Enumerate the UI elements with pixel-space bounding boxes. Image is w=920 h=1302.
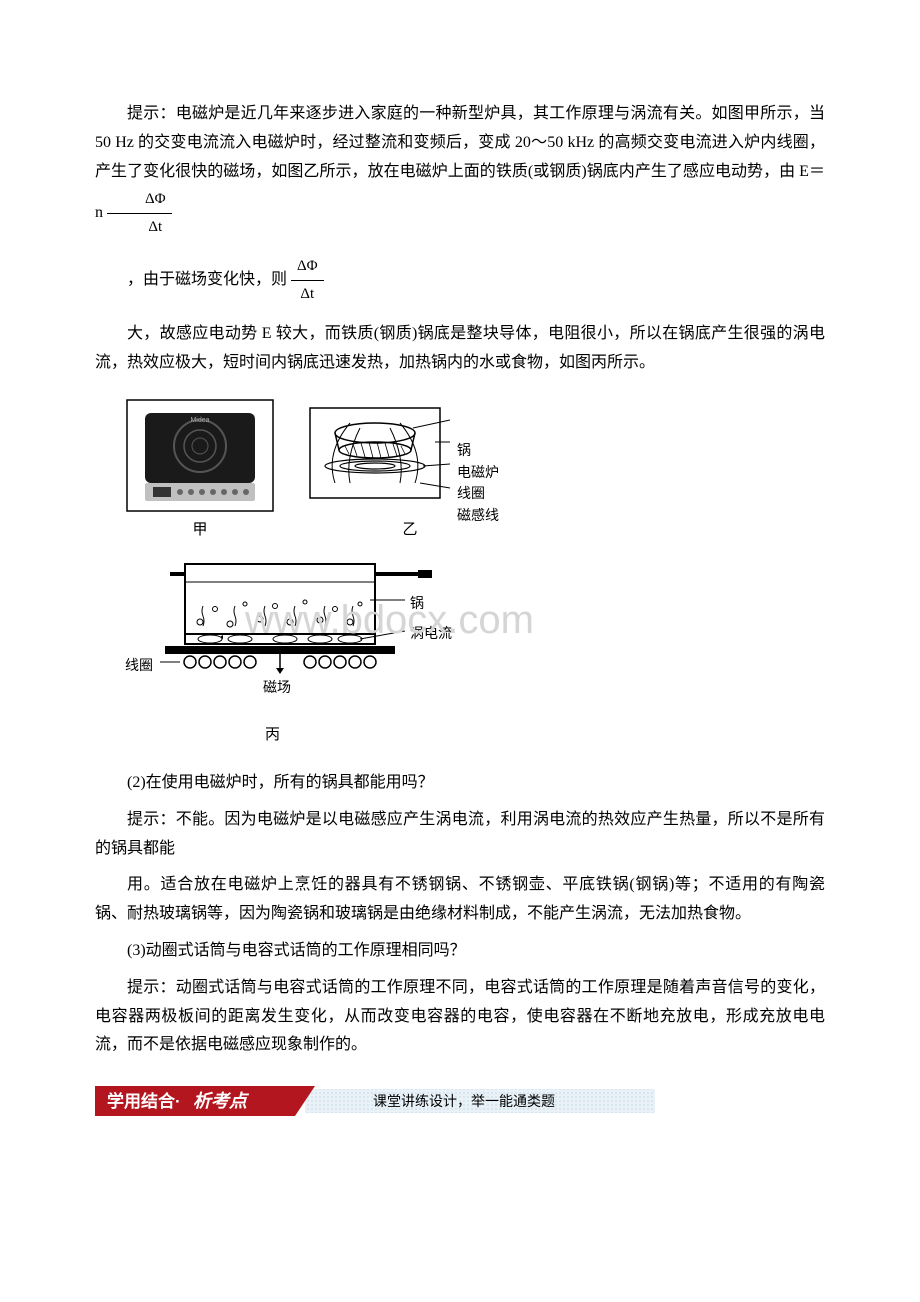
- svg-text:Midea: Midea: [190, 417, 209, 424]
- answer-2b: 用。适合放在电磁炉上烹饪的器具有不锈钢锅、不锈钢壶、平底铁锅(钢锅)等；不适用的…: [95, 871, 825, 929]
- paragraph-2: 大，故感应电动势 E 较大，而铁质(钢质)锅底是整块导体，电阻很小，所以在锅底产…: [95, 320, 825, 378]
- para1-text-b: ，由于磁场变化快，则: [127, 272, 287, 289]
- answer-3: 提示：动圈式话筒与电容式话筒的工作原理不同，电容式话筒的工作原理是随着声音信号的…: [95, 974, 825, 1060]
- figure-bing: 锅 涡电流 线圈 磁场 丙: [125, 554, 825, 749]
- figure-row-1: Midea 甲: [125, 398, 825, 544]
- figure-yi-svg: [295, 398, 525, 513]
- figure-yi: 乙 锅 电磁炉 线圈 磁感线: [295, 398, 525, 544]
- label-xianquan-bing: 线圈: [125, 654, 153, 679]
- a2b-text: 用。适合放在电磁炉上烹饪的器具有不锈钢锅、不锈钢壶、平底铁锅(钢锅)等；不适用的…: [95, 876, 825, 922]
- section-banner: 学用结合· 析考点 课堂讲练设计，举一能通类题: [95, 1084, 825, 1118]
- banner-left-text: 学用结合·: [107, 1091, 181, 1111]
- figure-bing-caption: 丙: [265, 722, 280, 749]
- question-3: (3)动圈式话筒与电容式话筒的工作原理相同吗？: [95, 937, 825, 966]
- figure-jia-caption: 甲: [192, 517, 207, 544]
- paragraph-1: 提示：电磁炉是近几年来逐步进入家庭的一种新型炉具，其工作原理与涡流有关。如图甲所…: [95, 100, 825, 241]
- formula-continuation: ，由于磁场变化快，则 ΔΦ Δt: [127, 253, 825, 308]
- figure-yi-caption: 乙: [402, 517, 417, 544]
- formula2-denominator: Δt: [291, 281, 324, 308]
- q2-text: (2)在使用电磁炉时，所有的锅具都能用吗？: [127, 774, 434, 791]
- q3-text: (3)动圈式话筒与电容式话筒的工作原理相同吗？: [127, 942, 466, 959]
- a3-text: 提示：动圈式话筒与电容式话筒的工作原理不同，电容式话筒的工作原理是随着声音信号的…: [95, 979, 825, 1054]
- para1-text-a: 提示：电磁炉是近几年来逐步进入家庭的一种新型炉具，其工作原理与涡流有关。如图甲所…: [95, 105, 825, 222]
- label-ciganxian: 磁感线: [457, 504, 499, 529]
- para2-text: 大，故感应电动势 E 较大，而铁质(钢质)锅底是整块导体，电阻很小，所以在锅底产…: [95, 325, 825, 371]
- answer-2a: 提示：不能。因为电磁炉是以电磁感应产生涡电流，利用涡电流的热效应产生热量，所以不…: [95, 806, 825, 864]
- banner-left-text-emph: 析考点: [193, 1091, 250, 1111]
- label-cichang: 磁场: [263, 676, 291, 701]
- formula1-numerator: ΔΦ: [107, 186, 172, 214]
- figure-row-2: www.bdocx.com: [125, 554, 825, 749]
- figure-jia: Midea 甲: [125, 398, 275, 544]
- label-guo-bing: 锅: [410, 592, 424, 617]
- formula2-numerator: ΔΦ: [291, 253, 324, 281]
- question-2: (2)在使用电磁炉时，所有的锅具都能用吗？: [95, 769, 825, 798]
- figures-container: Midea 甲: [125, 398, 825, 749]
- formula-2: ΔΦ Δt: [291, 253, 324, 308]
- banner-svg: 学用结合· 析考点 课堂讲练设计，举一能通类题: [95, 1084, 655, 1118]
- banner-right-text: 课堂讲练设计，举一能通类题: [373, 1094, 555, 1110]
- formula-1: ΔΦ Δt: [107, 186, 172, 241]
- figure-jia-svg: Midea: [125, 398, 275, 513]
- label-wo-dianliu: 涡电流: [410, 622, 452, 647]
- formula1-denominator: Δt: [107, 214, 172, 241]
- a2a-text: 提示：不能。因为电磁炉是以电磁感应产生涡电流，利用涡电流的热效应产生热量，所以不…: [95, 811, 825, 857]
